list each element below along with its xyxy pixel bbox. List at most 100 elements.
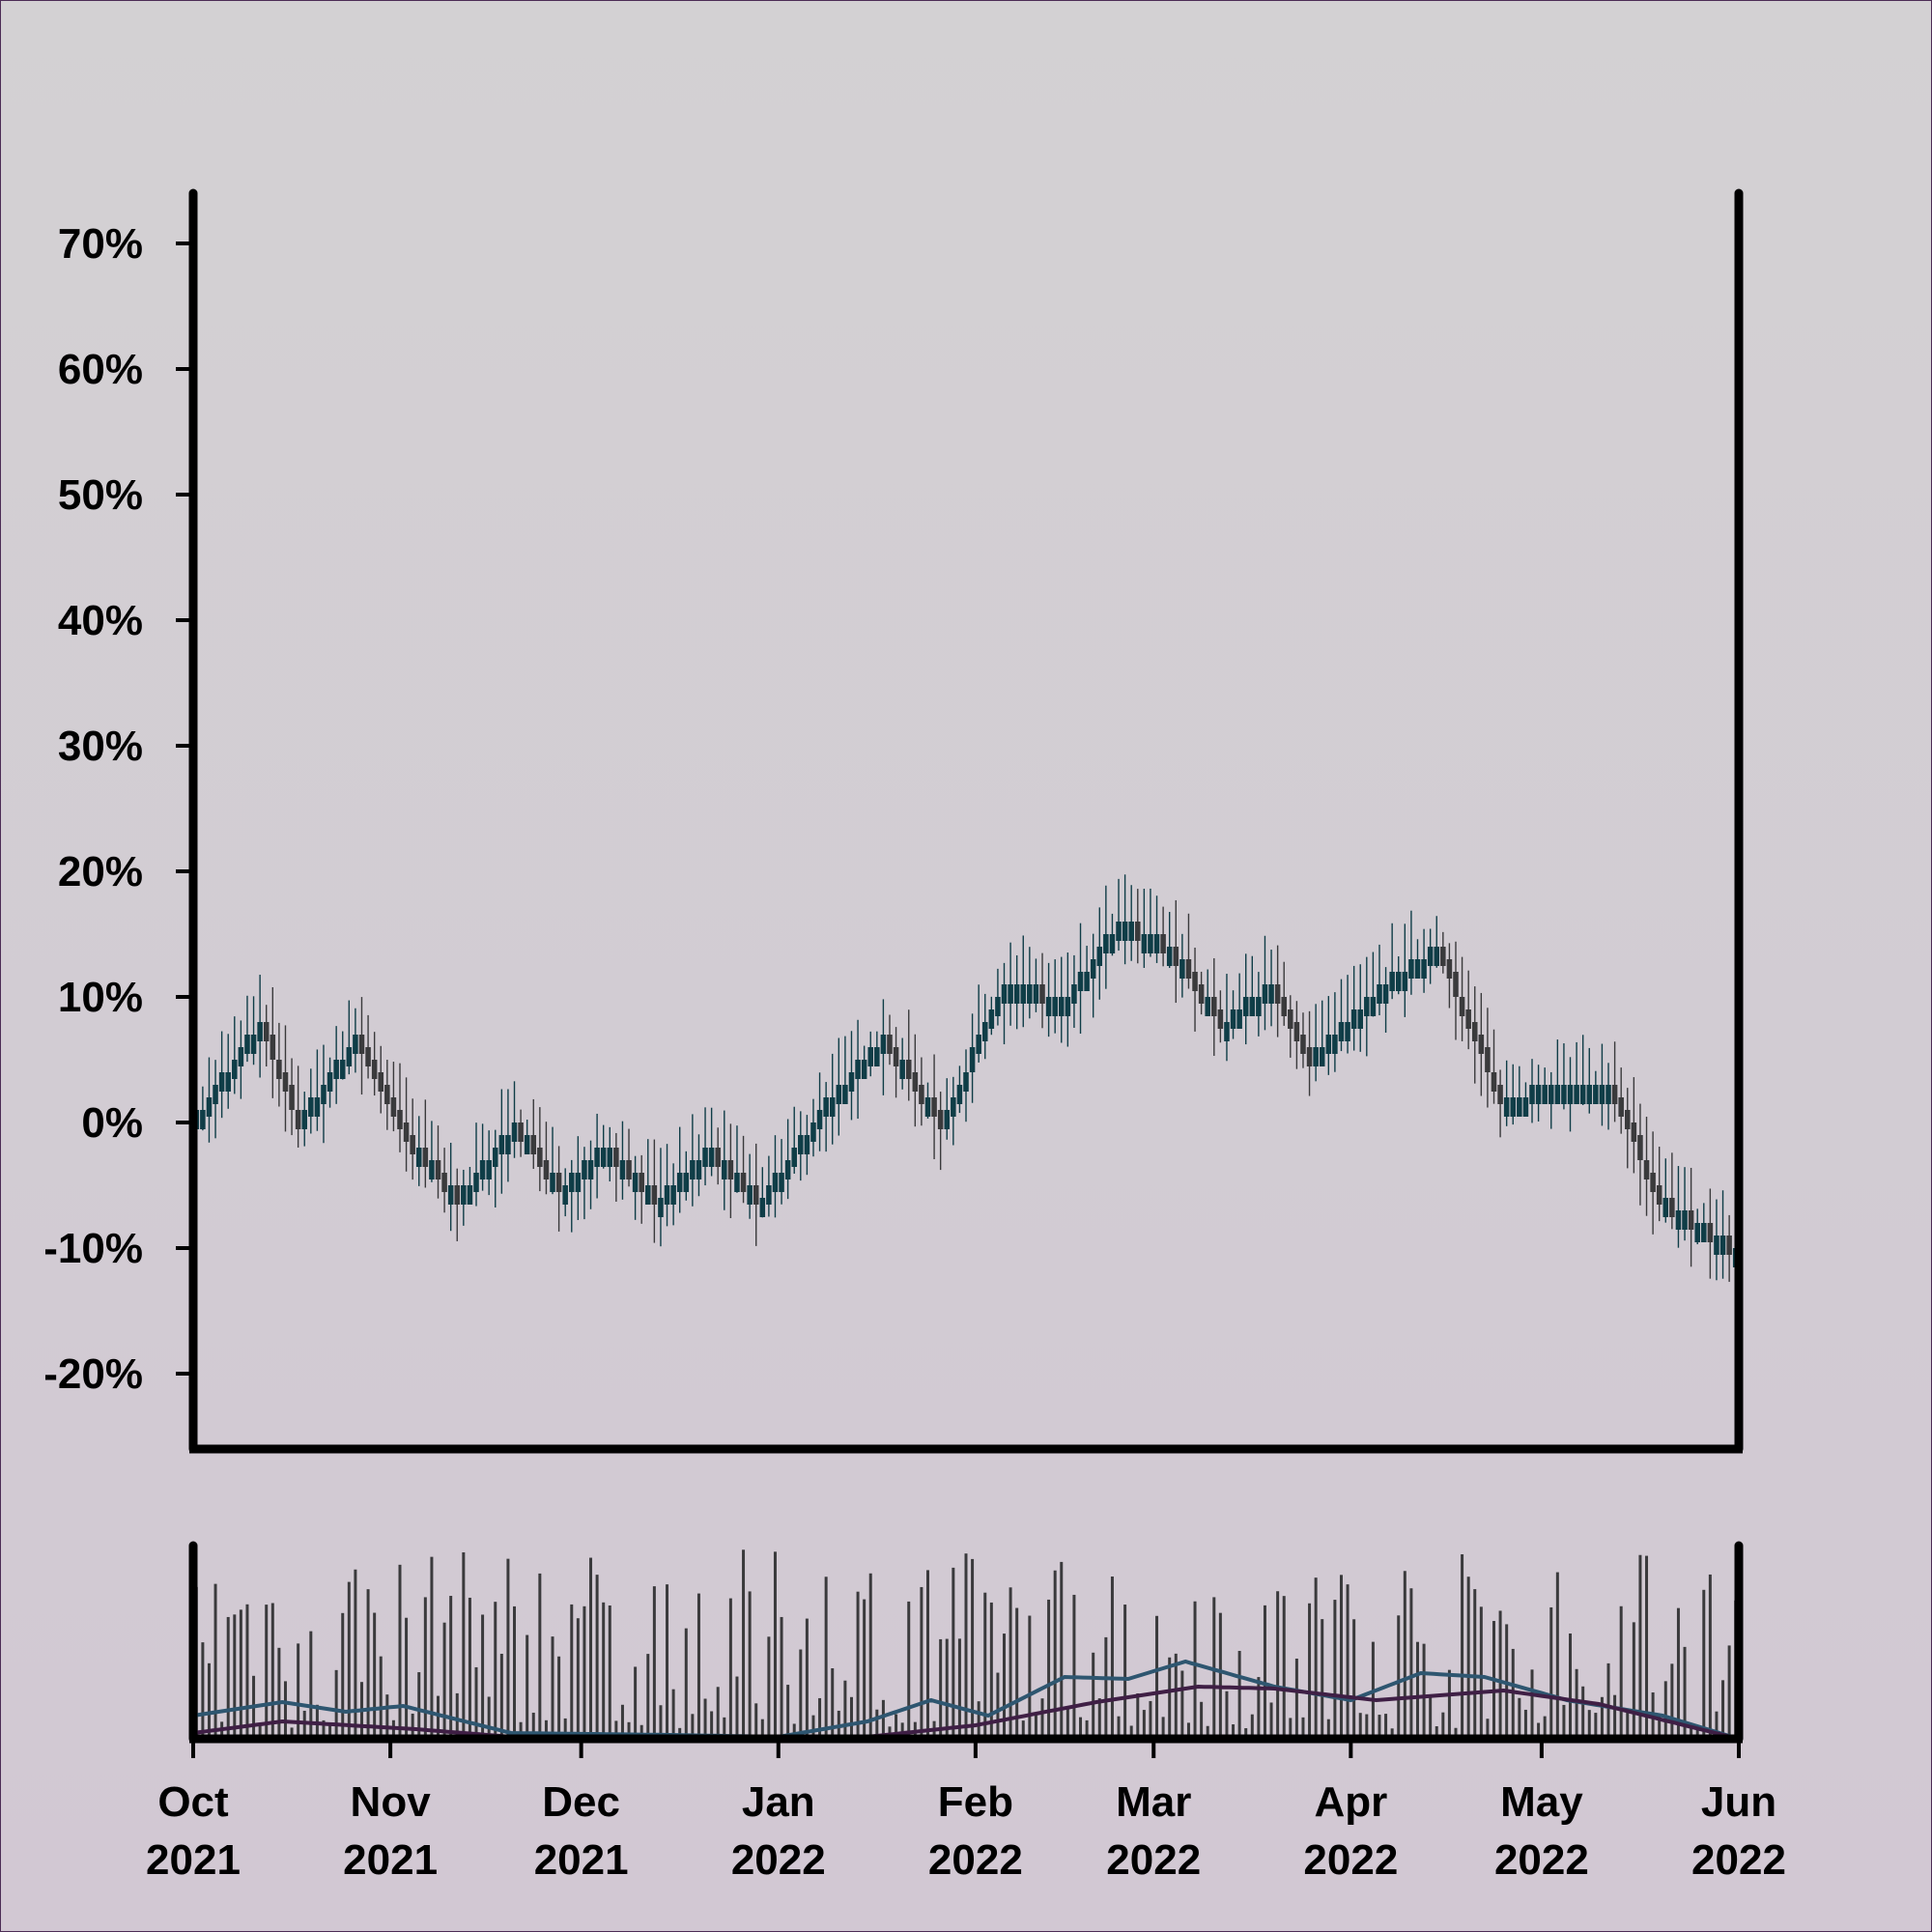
candle-body: [1039, 984, 1045, 1004]
volume-bar: [805, 1618, 809, 1739]
x-tick-year: 2022: [1106, 1836, 1201, 1884]
candle-body: [1160, 934, 1166, 953]
y-axis-ticks: 70% 60% 50% 40% 30% 20% 10% 0% -10% -20%: [43, 220, 193, 1398]
volume-bar: [1218, 1612, 1222, 1739]
volume-bar: [557, 1656, 561, 1739]
volume-bar: [233, 1614, 237, 1739]
candle-body: [645, 1185, 651, 1205]
volume-bar: [748, 1591, 752, 1739]
volume-bar: [1721, 1680, 1725, 1739]
volume-bar: [1200, 1701, 1204, 1739]
candle-body: [1350, 1009, 1357, 1029]
candle-body: [893, 1047, 899, 1066]
candle-body: [912, 1072, 919, 1092]
volume-bar: [1263, 1605, 1266, 1739]
volume-bar: [379, 1656, 383, 1739]
candle-body: [1249, 997, 1256, 1016]
candle-body: [257, 1022, 263, 1041]
candle-body: [1274, 984, 1281, 1004]
candle-body: [931, 1097, 937, 1117]
candle-body: [727, 1160, 734, 1179]
candle-body: [1224, 1022, 1230, 1041]
volume-bar: [1415, 1641, 1419, 1739]
x-tick-month: Apr: [1314, 1778, 1387, 1826]
volume-bar: [1384, 1714, 1388, 1739]
candle-body: [810, 1122, 816, 1142]
candle-body: [1675, 1210, 1682, 1230]
candle-body: [1567, 1085, 1574, 1104]
candle-body: [1579, 1085, 1586, 1104]
candlestick-series: [193, 874, 1739, 1282]
volume-bar: [1250, 1714, 1254, 1739]
volume-bar: [265, 1605, 269, 1739]
volume-bar: [1269, 1702, 1273, 1739]
candle-body: [1345, 1022, 1350, 1041]
volume-bar: [1326, 1719, 1330, 1739]
candle-body: [658, 1198, 664, 1217]
candle-body: [1116, 922, 1122, 941]
x-tick-month: Jan: [742, 1778, 815, 1826]
volume-bar: [563, 1718, 567, 1739]
candle-body: [415, 1148, 422, 1167]
candle-body: [1059, 997, 1065, 1016]
volume-bar: [1429, 1695, 1433, 1739]
volume-bar: [1702, 1589, 1706, 1739]
candle-body: [429, 1160, 435, 1179]
candle-body: [1414, 959, 1421, 979]
volume-bar: [1403, 1571, 1406, 1739]
candle-body: [1701, 1223, 1707, 1242]
volume-bar: [322, 1719, 326, 1739]
candle-body: [1459, 997, 1465, 1016]
candle-body: [270, 1035, 276, 1060]
volume-bar: [1060, 1561, 1064, 1739]
candle-body: [1611, 1085, 1618, 1104]
candle-body: [1217, 1009, 1224, 1029]
candle-body: [1306, 1047, 1313, 1066]
candle-body: [798, 1135, 804, 1154]
volume-bar: [1155, 1615, 1159, 1739]
volume-bar: [442, 1622, 446, 1739]
volume-bar: [302, 1710, 306, 1739]
candle-body: [530, 1135, 537, 1154]
candle-body: [988, 1009, 995, 1029]
candle-body: [848, 1072, 855, 1092]
volume-bar: [1409, 1588, 1413, 1739]
candle-body: [1020, 984, 1027, 1004]
volume-bar: [1110, 1577, 1114, 1739]
x-tick-month: May: [1500, 1778, 1583, 1826]
volume-bar: [1225, 1690, 1229, 1739]
volume-bar: [595, 1575, 599, 1739]
candle-body: [1714, 1236, 1719, 1255]
volume-bar: [405, 1617, 409, 1739]
y-tick-label: 50%: [58, 471, 143, 519]
volume-bar: [1479, 1606, 1483, 1739]
candle-body: [1148, 934, 1153, 953]
volume-bar: [1530, 1669, 1534, 1739]
volume-bar: [455, 1692, 459, 1739]
volume-bar: [1174, 1653, 1178, 1739]
x-tick-year: 2021: [146, 1836, 241, 1884]
volume-bar: [513, 1605, 517, 1739]
candle-body: [1033, 984, 1039, 1004]
volume-bar: [1180, 1670, 1184, 1739]
volume-bar: [1149, 1700, 1152, 1739]
volume-bar: [487, 1696, 491, 1739]
volume-bar: [213, 1583, 217, 1739]
volume-bar: [1021, 1720, 1025, 1739]
volume-bar: [398, 1564, 402, 1739]
candle-body: [1370, 997, 1377, 1016]
volume-bar: [1613, 1694, 1617, 1739]
candle-body: [365, 1047, 371, 1066]
volume-bar: [634, 1666, 638, 1739]
candle-body: [1313, 1047, 1319, 1066]
candle-body: [1529, 1085, 1535, 1104]
volume-bar: [952, 1567, 955, 1739]
candle-body: [766, 1185, 772, 1205]
candle-body: [206, 1097, 213, 1117]
volume-bar: [754, 1703, 758, 1739]
volume-bar: [710, 1711, 714, 1739]
candle-body: [594, 1148, 600, 1167]
volume-bar: [239, 1609, 242, 1739]
x-tick-month: Oct: [157, 1778, 229, 1826]
volume-bar: [1466, 1577, 1470, 1739]
